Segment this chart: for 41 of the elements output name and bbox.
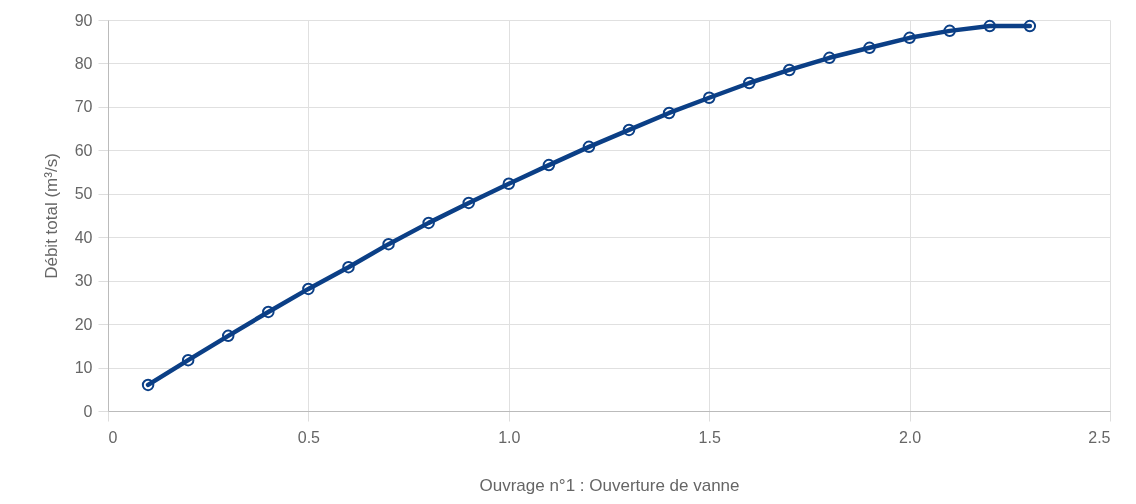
y-tick-label: 60	[74, 141, 93, 159]
y-tick-label: 70	[74, 98, 93, 116]
x-tick-label: 1.5	[698, 428, 721, 446]
point	[702, 91, 716, 104]
point	[422, 216, 435, 230]
point	[382, 237, 395, 251]
point	[141, 378, 155, 392]
point	[743, 76, 756, 90]
point	[823, 51, 836, 65]
point	[262, 305, 275, 319]
point	[181, 353, 195, 367]
x-tick-label: 2.5	[1088, 428, 1111, 446]
y-tick-label: 20	[74, 315, 93, 333]
point	[622, 123, 636, 137]
point	[943, 24, 956, 38]
point	[302, 282, 315, 296]
point	[222, 329, 235, 343]
y-axis-title: Débit total (m³/s)	[41, 153, 61, 279]
point	[1023, 19, 1037, 33]
y-tick-label: 10	[74, 359, 93, 377]
point	[903, 31, 916, 45]
point	[582, 140, 596, 154]
y-tick-label: 80	[74, 54, 93, 72]
point	[342, 260, 355, 274]
point	[502, 177, 516, 191]
y-tick-label: 40	[74, 228, 93, 246]
point	[662, 106, 676, 120]
point	[863, 41, 876, 55]
x-tick-label: 1.0	[498, 428, 521, 446]
x-tick-label: 2.0	[898, 428, 922, 446]
y-tick-label: 90	[74, 11, 93, 29]
point	[462, 196, 475, 210]
x-tick-label: 0	[108, 428, 118, 446]
point	[542, 158, 556, 172]
y-tick-label: 30	[74, 272, 93, 290]
y-tick-label: 0	[83, 402, 93, 420]
point	[983, 19, 996, 33]
x-axis-title: Ouvrage n°1 : Ouverture de vanne	[479, 475, 740, 495]
point	[783, 63, 796, 77]
y-tick-label: 50	[74, 185, 93, 203]
x-tick-label: 0.5	[297, 428, 321, 446]
